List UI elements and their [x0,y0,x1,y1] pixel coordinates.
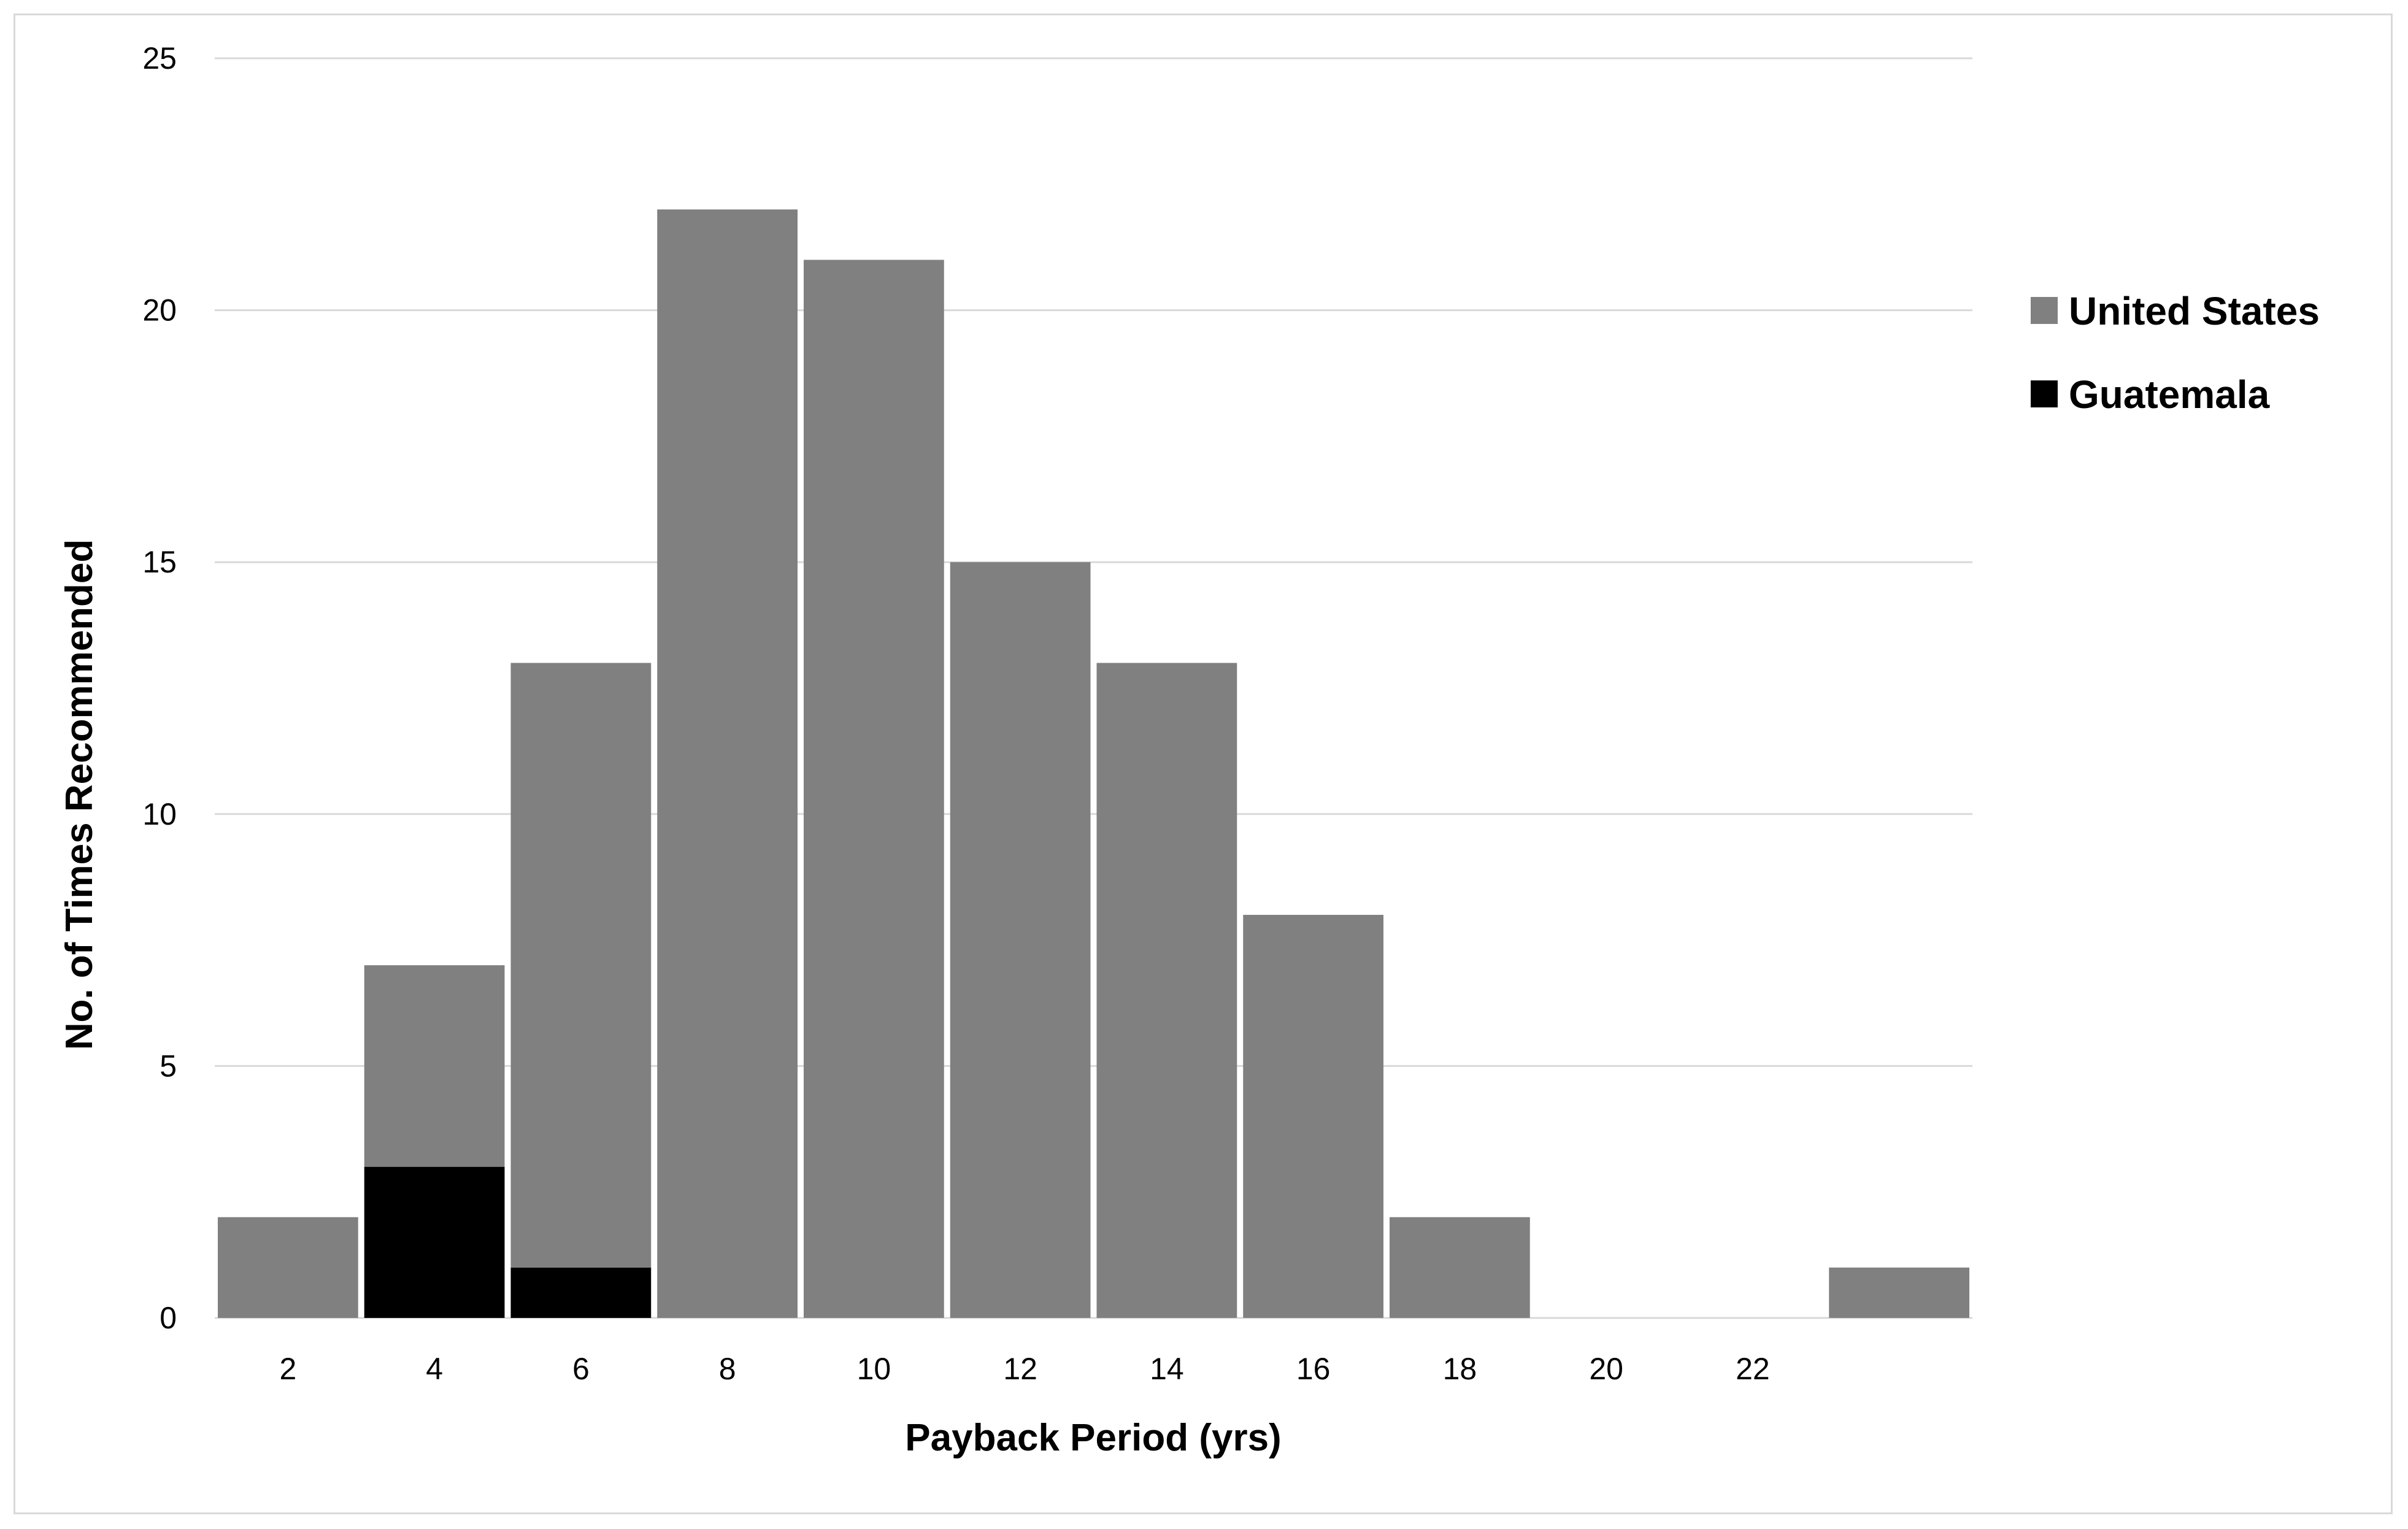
bar-united-states [804,260,944,1319]
bar-guatemala [364,1166,505,1318]
bar-united-states [1096,663,1237,1318]
x-tick-label: 8 [719,1352,736,1386]
x-axis-title: Payback Period (yrs) [905,1417,1281,1459]
tick-labels: 0 5 10 15 20 25 2 4 6 8 10 12 14 16 18 20 22 [142,41,1769,1386]
x-tick-label: 6 [572,1352,590,1386]
x-tick-label: 20 [1589,1352,1623,1386]
gridlines [215,57,1972,1319]
y-tick-label: 5 [160,1049,177,1083]
bar-united-states [218,1217,358,1318]
x-tick-label: 10 [857,1352,891,1386]
y-tick-label: 15 [142,545,177,579]
x-tick-label: 4 [426,1352,443,1386]
bar-united-states [657,209,798,1318]
x-tick-label: 18 [1443,1352,1477,1386]
y-tick-label: 20 [142,293,177,328]
x-tick-label: 22 [1736,1352,1770,1386]
bar-united-states [1243,915,1383,1318]
y-axis-title: No. of Times Recommended [58,539,101,1050]
legend-label-guatemala: Guatemala [2069,372,2270,417]
x-tick-label: 2 [279,1352,296,1386]
bar-united-states [510,663,652,1268]
x-tick-label: 12 [1003,1352,1037,1386]
legend-swatch-united-states [2031,297,2058,324]
bar-united-states [1390,1217,1530,1318]
bar-united-states [1829,1267,1969,1318]
legend-label-united-states: United States [2069,289,2320,333]
x-tick-label: 14 [1150,1352,1184,1386]
legend-swatch-guatemala [2031,380,2058,407]
x-tick-label: 16 [1296,1352,1331,1386]
bar-guatemala [510,1267,652,1318]
legend: United States Guatemala [2031,289,2320,417]
bar-united-states [364,965,505,1167]
bars [218,209,1969,1319]
bar-united-states [950,562,1091,1319]
y-tick-label: 10 [142,797,177,831]
y-tick-label: 0 [160,1301,177,1335]
y-tick-label: 25 [142,41,177,75]
